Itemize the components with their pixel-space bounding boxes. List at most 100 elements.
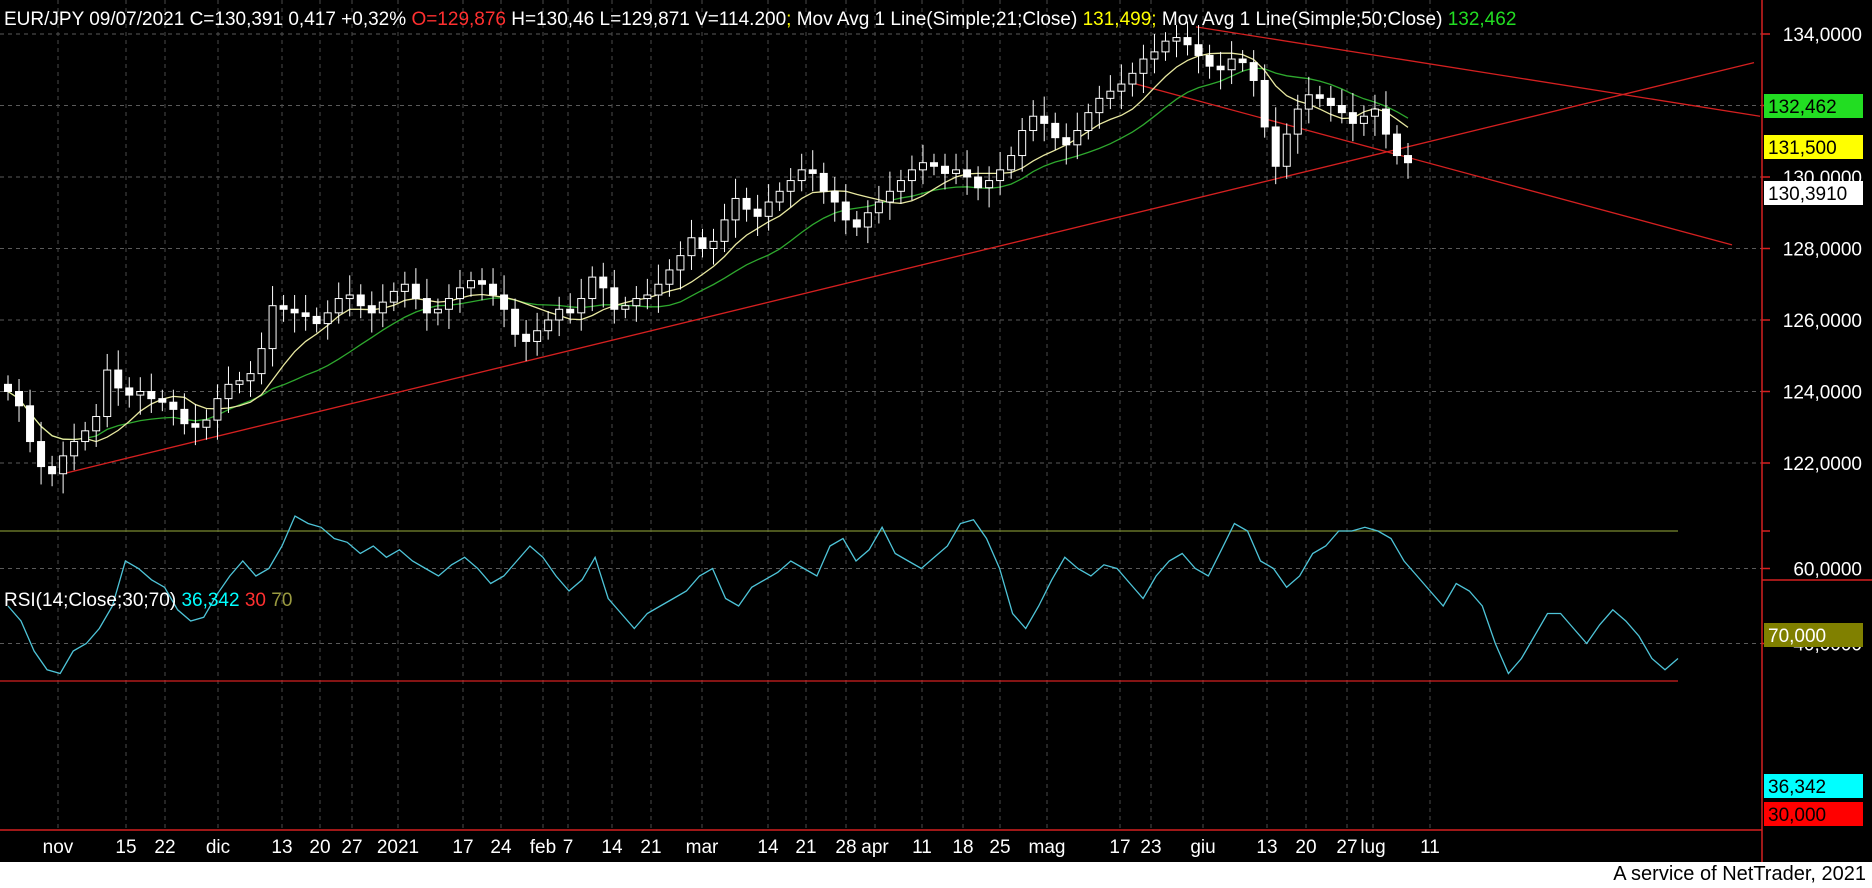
candle-body xyxy=(466,280,475,289)
candle-body xyxy=(1304,94,1313,110)
candle-body xyxy=(136,391,145,396)
candle-body xyxy=(566,308,575,314)
header-change-pct: +0,32% xyxy=(341,9,406,30)
candle-body xyxy=(1359,115,1368,124)
time-tick-label: 14 xyxy=(757,837,779,858)
candle-body xyxy=(455,287,464,300)
time-tick-label: 11 xyxy=(1420,837,1440,858)
candle-body xyxy=(1161,40,1170,53)
candle-body xyxy=(698,237,707,249)
rsi-value: 36,342 xyxy=(181,590,239,611)
candle-body xyxy=(588,276,597,300)
candle-body xyxy=(1337,105,1346,114)
time-tick-label: 28 xyxy=(835,837,856,858)
time-tick-label: 2021 xyxy=(377,837,419,858)
candle-body xyxy=(1007,155,1016,171)
candle-body xyxy=(1392,133,1401,157)
footer-credit: A service of NetTrader, 2021 xyxy=(1613,863,1866,885)
rsi-lower: 30 xyxy=(245,590,266,611)
time-tick-label: dic xyxy=(206,837,230,858)
price-tick-label: 128,0000 xyxy=(1783,240,1862,261)
candle-body xyxy=(753,208,762,217)
candle-body xyxy=(81,430,90,443)
candle-body xyxy=(4,383,12,393)
candle-body xyxy=(114,369,123,389)
candle-body xyxy=(389,290,398,303)
candle-body xyxy=(1095,97,1104,114)
candle-body xyxy=(896,180,905,192)
candle-body xyxy=(312,315,321,325)
ma50-tag: 132,462 xyxy=(1764,94,1863,118)
rsi-header: RSI(14;Close;30;70) 36,342 30 70 xyxy=(4,590,292,611)
candle-body xyxy=(290,308,299,314)
last-price-tag: 130,3910 xyxy=(1764,181,1863,205)
candle-body xyxy=(180,408,189,425)
candle-body xyxy=(533,330,542,342)
candle-body xyxy=(742,197,751,210)
time-tick-label: 25 xyxy=(989,837,1010,858)
candle-body xyxy=(1073,130,1082,146)
svg-text:70,000: 70,000 xyxy=(1768,626,1826,647)
time-tick-label: 27 xyxy=(341,837,362,858)
time-tick-label: 14 xyxy=(601,837,623,858)
candle-body xyxy=(1172,37,1181,42)
candle-body xyxy=(1282,133,1291,167)
candle-body xyxy=(1106,90,1115,99)
candle-body xyxy=(830,190,839,203)
header-high: H=130,46 xyxy=(511,9,594,30)
candle-body xyxy=(643,294,652,300)
header-date: 09/07/2021 xyxy=(89,9,184,30)
trend-lines xyxy=(62,26,1761,475)
candle-body xyxy=(169,401,178,410)
svg-text:36,342: 36,342 xyxy=(1768,777,1826,798)
candle-body xyxy=(1315,94,1324,99)
time-tick-label: 15 xyxy=(115,837,136,858)
candle-body xyxy=(1326,97,1335,106)
candle-body xyxy=(1183,37,1192,46)
candle-body xyxy=(1150,51,1159,60)
candle-body xyxy=(323,312,332,325)
time-tick-label: nov xyxy=(43,837,74,858)
candle-body xyxy=(59,455,68,475)
candle-body xyxy=(1139,58,1148,74)
svg-text:30,000: 30,000 xyxy=(1768,805,1826,826)
rsi-line xyxy=(7,515,1679,675)
candle-body xyxy=(852,219,861,228)
candle-body xyxy=(665,269,674,285)
time-tick-label: 7 xyxy=(563,837,574,858)
time-tick-label: giu xyxy=(1190,837,1215,858)
time-tick-label: 22 xyxy=(154,837,175,858)
time-tick-label: mar xyxy=(686,837,719,858)
rising-support-line xyxy=(62,61,1755,475)
time-tick-label: 20 xyxy=(1295,837,1316,858)
candle-body xyxy=(731,197,740,221)
candle-body xyxy=(621,305,630,310)
candle-body xyxy=(202,419,211,428)
candle-body xyxy=(433,308,442,314)
candle-body xyxy=(268,305,277,350)
time-tick-label: feb xyxy=(530,837,556,858)
candle-body xyxy=(863,212,872,228)
candle-body xyxy=(1062,137,1071,146)
header-ma50-label: Mov Avg 1 Line(Simple;50;Close) xyxy=(1162,9,1443,30)
candle-body xyxy=(511,308,520,335)
ma21-line xyxy=(7,52,1409,443)
time-tick-label: 13 xyxy=(1256,837,1277,858)
candle-body xyxy=(334,298,343,314)
candle-body xyxy=(1029,115,1038,132)
candle-body xyxy=(1117,83,1126,92)
candle-body xyxy=(147,391,156,400)
time-axis: nov 15 22 dic 13 20 27 2021 17 24 feb 7 14 21 mar 14 21 2… xyxy=(43,837,1440,858)
candle-body xyxy=(235,380,244,385)
chart-background xyxy=(0,0,1872,862)
candle-body xyxy=(279,305,288,310)
candle-body xyxy=(797,169,806,182)
candle-body xyxy=(26,405,35,443)
candle-body xyxy=(422,298,431,314)
time-tick-label: 21 xyxy=(640,837,661,858)
rsi-lower-tag: 30,000 xyxy=(1764,802,1863,826)
price-tick-label: 122,0000 xyxy=(1783,454,1862,475)
header-ma50-value: 132,462 xyxy=(1448,9,1517,30)
candle-body xyxy=(687,237,696,257)
candle-body xyxy=(885,190,894,203)
